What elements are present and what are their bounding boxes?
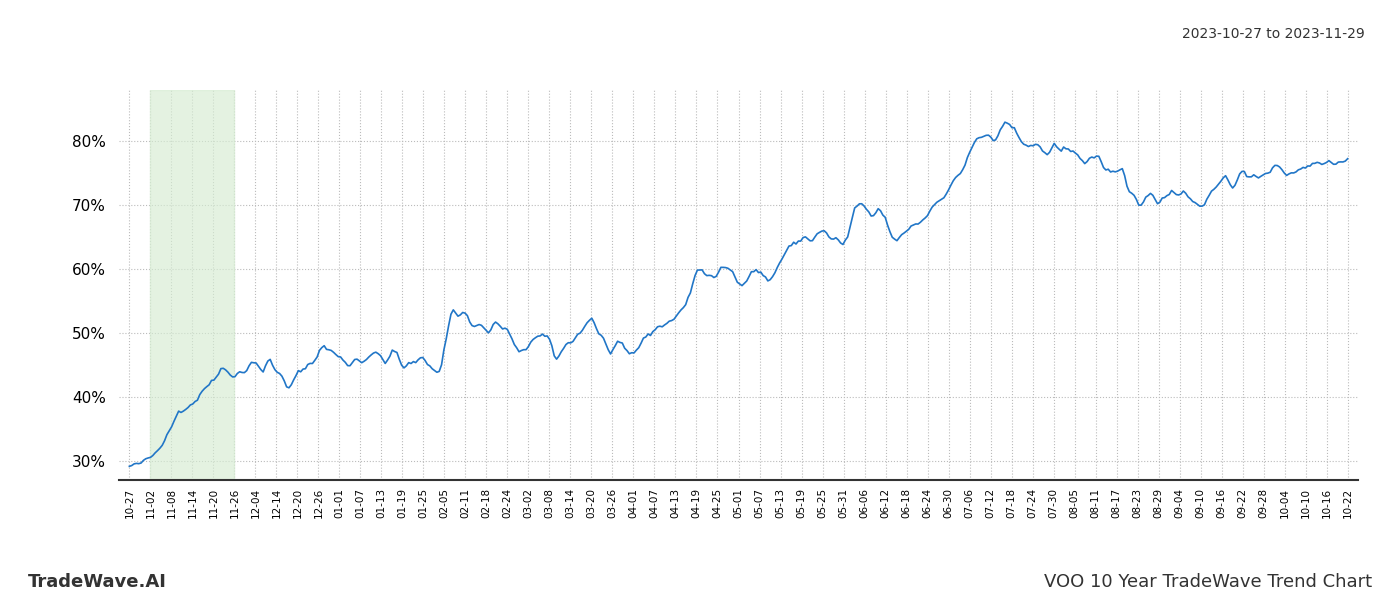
Text: VOO 10 Year TradeWave Trend Chart: VOO 10 Year TradeWave Trend Chart [1044,573,1372,591]
Bar [150,90,234,480]
Text: 2023-10-27 to 2023-11-29: 2023-10-27 to 2023-11-29 [1182,27,1365,41]
Text: TradeWave.AI: TradeWave.AI [28,573,167,591]
